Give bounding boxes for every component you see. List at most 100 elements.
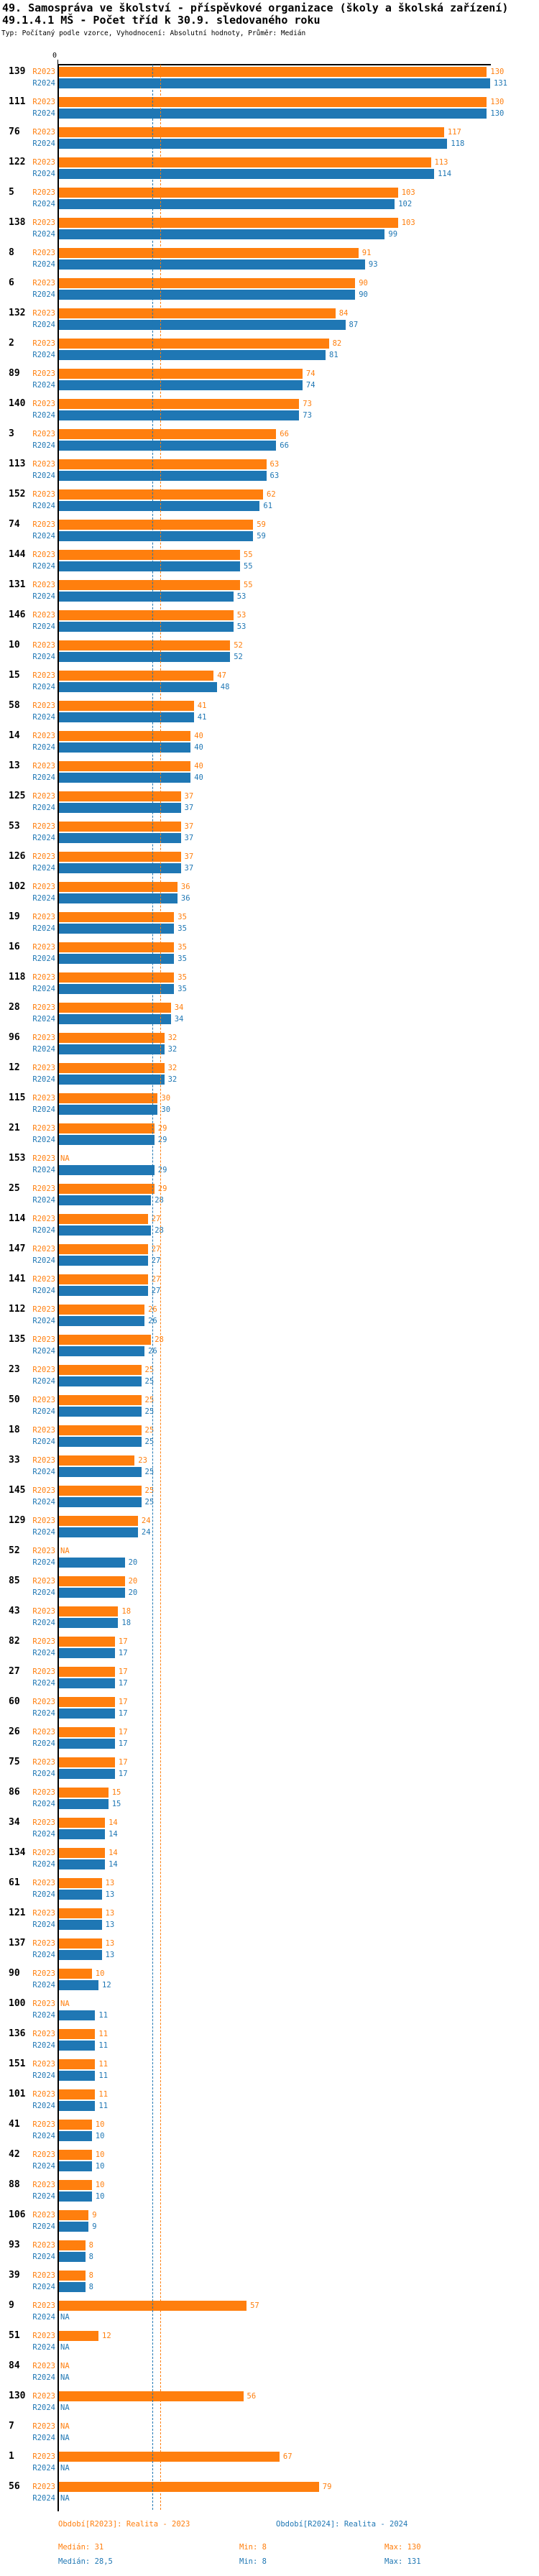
row-bar-r2023 (59, 2029, 96, 2039)
row-group-label: 152 (9, 489, 26, 500)
row-series-label: R2023 (32, 1668, 55, 1676)
row-bar-r2024 (59, 501, 260, 511)
row-series-label: R2024 (32, 2162, 55, 2171)
row-bar-r2024 (59, 78, 490, 88)
row-value-label: 36 (180, 894, 190, 903)
row-bar-r2023 (59, 1123, 155, 1133)
row-bar-r2024 (59, 1739, 115, 1749)
row-value-label: 90 (359, 279, 368, 288)
median-line-r2023 (160, 65, 161, 2510)
row-value-label: 20 (128, 1588, 138, 1597)
row-series-label: R2024 (32, 1619, 55, 1627)
row-group-label: 82 (9, 1636, 20, 1647)
row-bar-r2023 (59, 459, 267, 469)
row-bar-r2023 (59, 2301, 247, 2311)
row-series-label: R2024 (32, 79, 55, 88)
row-group-label: 15 (9, 670, 20, 681)
row-group-label: 89 (9, 368, 20, 379)
row-bar-r2023 (59, 399, 300, 409)
row-bar-r2023 (59, 489, 263, 500)
row-value-label: 10 (95, 2162, 105, 2171)
row-series-label: R2024 (32, 1015, 55, 1024)
row-bar-r2023 (59, 248, 359, 258)
row-value-label: 34 (174, 1015, 184, 1024)
row-series-label: R2023 (32, 2060, 55, 2069)
row-group-label: 14 (9, 730, 20, 741)
row-series-label: R2023 (32, 369, 55, 378)
row-value-label: 35 (178, 985, 187, 993)
row-bar-r2023 (59, 127, 444, 137)
row-series-label: R2024 (32, 2071, 55, 2080)
row-series-label: R2024 (32, 1679, 55, 1688)
row-series-label: R2023 (32, 2241, 55, 2250)
row-series-label: R2024 (32, 1407, 55, 1416)
row-group-label: 93 (9, 2240, 20, 2250)
row-bar-r2024 (59, 803, 181, 813)
row-bar-r2024 (59, 2282, 86, 2292)
row-bar-r2024 (59, 1799, 109, 1809)
row-series-label: R2023 (32, 1939, 55, 1948)
row-series-label: R2023 (32, 1396, 55, 1404)
row-value-label: 30 (161, 1105, 171, 1114)
row-value-label: 32 (167, 1064, 178, 1072)
row-value-label: 13 (105, 1879, 115, 1887)
row-series-label: R2024 (32, 592, 55, 601)
row-group-label: 100 (9, 1998, 26, 2009)
row-series-label: R2023 (32, 1909, 55, 1918)
row-bar-r2024 (59, 1618, 119, 1628)
row-series-label: R2023 (32, 1275, 55, 1284)
row-value-label: 63 (270, 472, 280, 480)
row-bar-r2024 (59, 1225, 152, 1236)
row-series-label: R2023 (32, 218, 55, 227)
row-bar-r2024 (59, 259, 365, 270)
stat-r2023-min: Min: 8 (239, 2543, 267, 2552)
row-na-label: NA (60, 2343, 70, 2352)
page-title-line2: 49.1.4.1 MŠ - Počet tříd k 30.9. sledova… (2, 14, 321, 27)
row-value-label: 27 (151, 1215, 161, 1223)
row-bar-r2024 (59, 954, 175, 964)
row-series-label: R2023 (32, 1094, 55, 1103)
row-series-label: R2024 (32, 1951, 55, 1959)
row-value-label: 56 (247, 2392, 257, 2401)
row-value-label: 117 (447, 128, 461, 137)
row-series-label: R2024 (32, 2253, 55, 2261)
row-value-label: 53 (236, 622, 247, 631)
row-value-label: 20 (128, 1558, 138, 1567)
row-na-label: NA (60, 2313, 70, 2322)
row-series-label: R2023 (32, 732, 55, 740)
row-group-label: 88 (9, 2179, 20, 2190)
row-value-label: 59 (257, 520, 266, 529)
row-group-label: 18 (9, 1425, 20, 1435)
x-axis-line (58, 64, 491, 65)
row-bar-r2024 (59, 682, 217, 692)
row-bar-r2024 (59, 1437, 142, 1447)
row-value-label: 27 (151, 1275, 161, 1284)
row-bar-r2024 (59, 773, 191, 783)
row-value-label: 32 (167, 1075, 178, 1084)
row-bar-r2024 (59, 652, 231, 662)
row-group-label: 113 (9, 459, 26, 469)
row-series-label: R2024 (32, 1830, 55, 1839)
row-bar-r2024 (59, 1105, 158, 1115)
x-axis-zero-label: 0 (52, 52, 57, 60)
row-series-label: R2024 (32, 1558, 55, 1567)
row-value-label: 17 (118, 1679, 128, 1688)
row-series-label: R2024 (32, 1800, 55, 1808)
row-series-label: R2024 (32, 441, 55, 450)
row-bar-r2024 (59, 1648, 115, 1658)
row-value-label: 81 (329, 351, 338, 359)
row-bar-r2024 (59, 1769, 115, 1779)
row-bar-r2023 (59, 852, 181, 862)
row-group-label: 50 (9, 1394, 20, 1405)
row-series-label: R2024 (32, 653, 55, 661)
row-value-label: 17 (118, 1709, 128, 1718)
row-group-label: 27 (9, 1666, 20, 1677)
row-value-label: 62 (267, 490, 276, 499)
row-bar-r2024 (59, 139, 448, 149)
row-series-label: R2023 (32, 1184, 55, 1193)
row-bar-r2023 (59, 1969, 92, 1979)
row-bar-r2023 (59, 610, 234, 620)
row-group-label: 126 (9, 851, 26, 862)
row-value-label: 130 (490, 109, 505, 118)
row-series-label: R2024 (32, 1588, 55, 1597)
